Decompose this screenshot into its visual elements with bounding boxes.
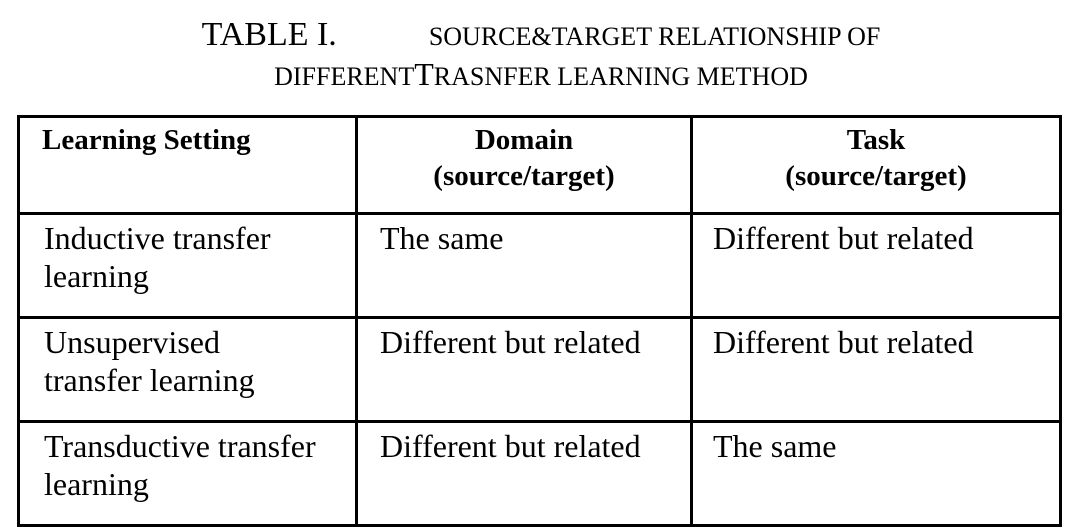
cell-domain: The same <box>355 212 693 319</box>
cell-learning-setting-line-2: learning <box>44 258 149 294</box>
cell-learning-setting-line-2: transfer learning <box>44 362 255 398</box>
cell-learning-setting-line-1: Inductive transfer <box>44 220 271 256</box>
table-caption-line-1: TABLE I. SOURCE&TARGET RELATIONSHIP OF <box>0 18 1082 52</box>
table-title-line-2-part-2: T <box>414 56 434 92</box>
cell-domain: Different but related <box>355 316 693 423</box>
cell-learning-setting-line-1: Transductive transfer <box>44 428 316 464</box>
table-caption-line-2: DIFFERENTTRASNFER LEARNING METHOD <box>0 58 1082 90</box>
header-learning-setting: Learning Setting <box>17 115 358 215</box>
cell-task-text: Different but related <box>713 220 974 256</box>
table-header-row: Learning Setting Domain (source/target) … <box>17 115 1062 215</box>
table-title-line-2-part-1: DIFFERENT <box>274 62 415 91</box>
cell-learning-setting-line-1: Unsupervised <box>44 324 220 360</box>
cell-domain-text: Different but related <box>380 324 641 360</box>
table-row: Inductive transfer learning The same Dif… <box>17 212 1062 319</box>
table-row: Transductive transfer learning Different… <box>17 420 1062 527</box>
header-domain-title: Domain <box>474 124 574 156</box>
cell-learning-setting: Transductive transfer learning <box>17 420 358 527</box>
cell-task: Different but related <box>690 316 1062 423</box>
cell-task: Different but related <box>690 212 1062 319</box>
transfer-learning-table: Learning Setting Domain (source/target) … <box>17 115 1062 527</box>
table-title-line-2-part-3: RASNFER LEARNING METHOD <box>433 62 808 91</box>
header-task: Task (source/target) <box>690 115 1062 215</box>
cell-domain-text: Different but related <box>380 428 641 464</box>
header-task-subtitle: (source/target) <box>785 160 967 192</box>
cell-learning-setting: Unsupervised transfer learning <box>17 316 358 423</box>
cell-task-text: Different but related <box>713 324 974 360</box>
table-title-line-1: SOURCE&TARGET RELATIONSHIP OF <box>428 22 881 51</box>
cell-learning-setting: Inductive transfer learning <box>17 212 358 319</box>
table-row: Unsupervised transfer learning Different… <box>17 316 1062 423</box>
header-domain: Domain (source/target) <box>355 115 693 215</box>
cell-task: The same <box>690 420 1062 527</box>
cell-task-text: The same <box>713 428 837 464</box>
cell-domain: Different but related <box>355 420 693 527</box>
header-task-title: Task <box>846 124 906 156</box>
cell-domain-text: The same <box>380 220 504 256</box>
cell-learning-setting-line-2: learning <box>44 466 149 502</box>
header-domain-subtitle: (source/target) <box>433 160 615 192</box>
table-number-label: TABLE I. <box>201 16 337 53</box>
header-learning-setting-text: Learning Setting <box>42 124 251 156</box>
